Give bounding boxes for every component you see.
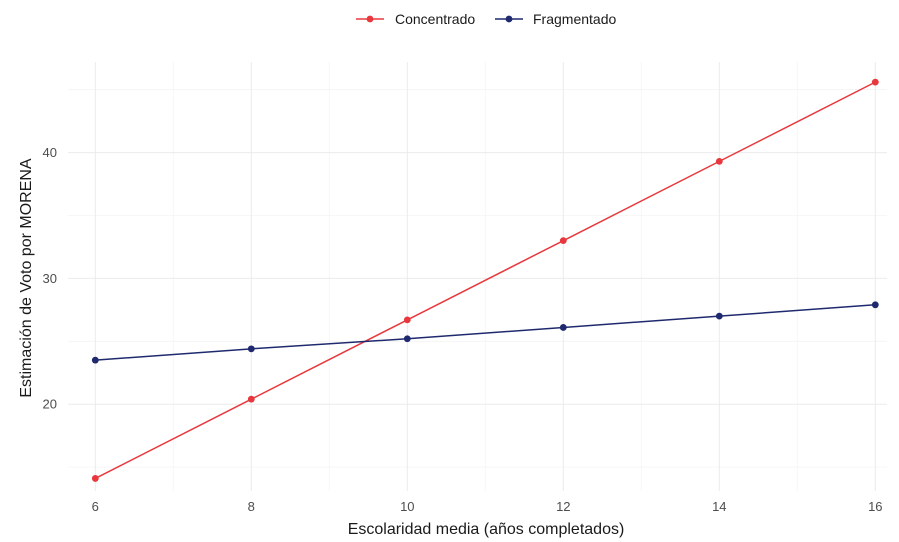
data-point-concentrado xyxy=(871,78,879,86)
data-point-concentrado xyxy=(247,395,255,403)
y-axis-ticks: 20 30 40 xyxy=(43,145,57,412)
data-point-fragmentado xyxy=(559,324,567,331)
data-point-fragmentado xyxy=(871,301,879,309)
data-point-fragmentado xyxy=(403,335,411,343)
data-point-concentrado xyxy=(559,237,567,245)
data-point-fragmentado xyxy=(715,312,723,320)
x-axis-title: Escolaridad media (años completados) xyxy=(348,521,625,538)
series-layer xyxy=(91,78,879,482)
data-point-fragmentado xyxy=(91,356,99,364)
data-point-fragmentado xyxy=(247,345,255,353)
y-tick-label: 40 xyxy=(43,145,57,160)
x-tick-label: 12 xyxy=(556,499,570,514)
legend-label: Fragmentado xyxy=(533,11,616,27)
data-point-concentrado xyxy=(715,157,723,165)
minor-gridlines xyxy=(68,62,887,491)
y-tick-label: 20 xyxy=(43,397,57,412)
data-point-concentrado xyxy=(403,316,411,324)
data-point-concentrado xyxy=(91,475,99,482)
y-axis-title: Estimación de Voto por MORENA xyxy=(18,158,35,398)
series-line-fragmentado xyxy=(95,304,876,361)
legend-key-point xyxy=(366,15,374,23)
x-tick-label: 6 xyxy=(92,499,99,514)
legend-label: Concentrado xyxy=(395,11,475,27)
legend-key-point xyxy=(505,15,513,23)
y-tick-label: 30 xyxy=(43,271,57,286)
x-tick-label: 14 xyxy=(712,499,726,514)
legend: Concentrado Fragmentado xyxy=(356,11,616,27)
x-tick-label: 10 xyxy=(400,499,414,514)
x-tick-label: 8 xyxy=(248,499,255,514)
series-line-concentrado xyxy=(94,81,876,480)
major-gridlines xyxy=(68,62,887,491)
x-axis-ticks: 6 8 10 12 14 16 xyxy=(92,499,883,514)
x-tick-label: 16 xyxy=(868,499,882,514)
